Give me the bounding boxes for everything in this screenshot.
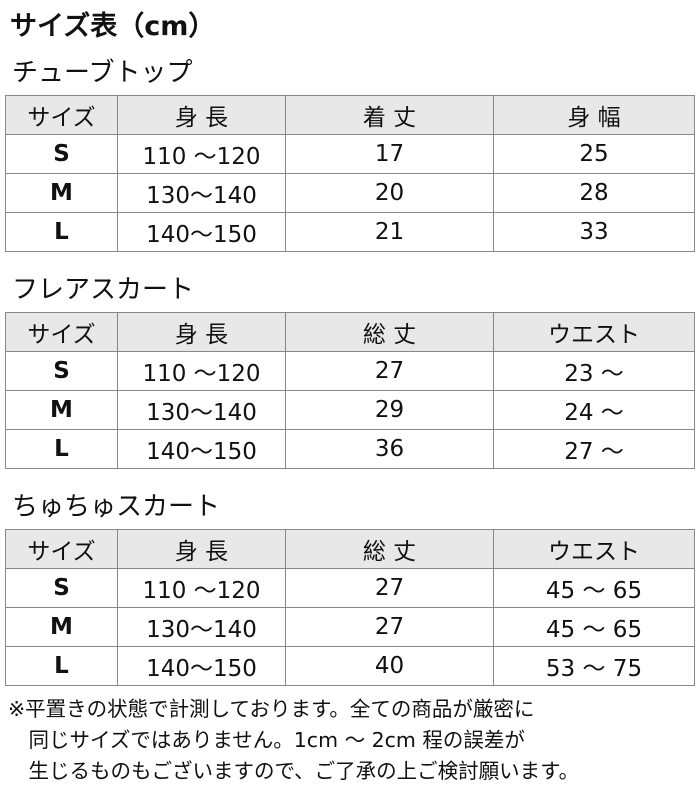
note-line: ※平置きの状態で計測しております。全ての商品が厳密に [8, 697, 535, 721]
value-cell: 110 ～120 [117, 134, 286, 174]
value-cell: 17 [285, 134, 494, 174]
column-header: 身 長 [117, 529, 286, 569]
value-cell: 140～150 [117, 212, 286, 252]
value-cell: 24 ～ [493, 390, 695, 430]
column-header: 身 幅 [493, 95, 695, 135]
value-cell: 27 [285, 568, 494, 608]
value-cell: 25 [493, 134, 695, 174]
size-cell: L [5, 212, 118, 252]
value-cell: 20 [285, 173, 494, 213]
header-row: サイズ身 長総 丈ウエスト [5, 312, 695, 352]
value-cell: 130～140 [117, 390, 286, 430]
table-row: S 110 ～120 17 25 [5, 134, 695, 174]
column-header: 身 長 [117, 95, 286, 135]
table-row: M 130～140 20 28 [5, 173, 695, 213]
value-cell: 23 ～ [493, 351, 695, 391]
value-cell: 110 ～120 [117, 568, 286, 608]
value-cell: 21 [285, 212, 494, 252]
value-cell: 27 ～ [493, 429, 695, 469]
value-cell: 110 ～120 [117, 351, 286, 391]
table-row: L 140～150 40 53 ～ 75 [5, 646, 695, 686]
size-cell: L [5, 646, 118, 686]
table-row: S 110 ～120 27 45 ～ 65 [5, 568, 695, 608]
size-table: サイズ身 長着 丈身 幅 S 110 ～120 17 25 M 130～140 20 28 L 14… [5, 95, 695, 252]
column-header: 身 長 [117, 312, 286, 352]
value-cell: 45 ～ 65 [493, 568, 695, 608]
size-cell: S [5, 134, 118, 174]
value-cell: 29 [285, 390, 494, 430]
note-line: 同じサイズではありません。1cm ～ 2cm 程の誤差が [8, 728, 525, 752]
table-row: M 130～140 29 24 ～ [5, 390, 695, 430]
column-header: ウエスト [493, 312, 695, 352]
page-title: サイズ表（cm） [10, 11, 216, 42]
value-cell: 40 [285, 646, 494, 686]
column-header: サイズ [5, 312, 118, 352]
section-title: チューブトップ [12, 58, 193, 88]
value-cell: 33 [493, 212, 695, 252]
size-cell: S [5, 568, 118, 608]
column-header: サイズ [5, 529, 118, 569]
size-table: サイズ身 長総 丈ウエスト S 110 ～120 27 45 ～ 65 M 130～140 2… [5, 529, 695, 686]
size-table: サイズ身 長総 丈ウエスト S 110 ～120 27 23 ～ M 130～140 29 24… [5, 312, 695, 469]
note-line: 生じるものもございますので、ご了承の上ご検討願います。 [8, 759, 580, 783]
size-cell: S [5, 351, 118, 391]
value-cell: 140～150 [117, 646, 286, 686]
value-cell: 140～150 [117, 429, 286, 469]
header-row: サイズ身 長総 丈ウエスト [5, 529, 695, 569]
value-cell: 45 ～ 65 [493, 607, 695, 647]
value-cell: 27 [285, 351, 494, 391]
column-header: 総 丈 [285, 529, 494, 569]
size-cell: M [5, 390, 118, 430]
value-cell: 130～140 [117, 173, 286, 213]
value-cell: 28 [493, 173, 695, 213]
table-row: L 140～150 21 33 [5, 212, 695, 252]
column-header: サイズ [5, 95, 118, 135]
table-row: L 140～150 36 27 ～ [5, 429, 695, 469]
note: ※平置きの状態で計測しております。全ての商品が厳密に 同じサイズではありません。… [8, 694, 579, 787]
value-cell: 36 [285, 429, 494, 469]
value-cell: 27 [285, 607, 494, 647]
column-header: ウエスト [493, 529, 695, 569]
table-row: S 110 ～120 27 23 ～ [5, 351, 695, 391]
size-cell: M [5, 173, 118, 213]
value-cell: 53 ～ 75 [493, 646, 695, 686]
table-row: M 130～140 27 45 ～ 65 [5, 607, 695, 647]
header-row: サイズ身 長着 丈身 幅 [5, 95, 695, 135]
size-cell: L [5, 429, 118, 469]
section-title: フレアスカート [12, 275, 195, 305]
section-title: ちゅちゅスカート [12, 492, 221, 522]
column-header: 総 丈 [285, 312, 494, 352]
value-cell: 130～140 [117, 607, 286, 647]
size-cell: M [5, 607, 118, 647]
column-header: 着 丈 [285, 95, 494, 135]
